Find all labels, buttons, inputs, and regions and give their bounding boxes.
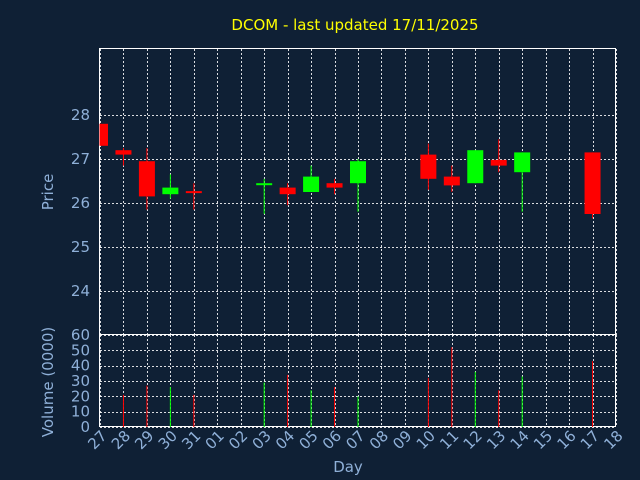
x-tick-label: 02 [225, 427, 251, 453]
x-tick-label: 09 [389, 427, 415, 453]
price-axis-label: Price [39, 174, 57, 211]
candle-body [467, 150, 484, 184]
x-tick-label: 01 [202, 427, 228, 453]
candle-body [514, 152, 531, 173]
x-tick-label: 15 [530, 427, 556, 453]
volume-tick-label: 50 [71, 341, 90, 359]
volume-bars [122, 347, 594, 427]
candle-body [326, 183, 343, 188]
volume-tick-label: 30 [71, 372, 90, 390]
x-tick-label: 29 [131, 427, 157, 453]
x-axis-label: Day [333, 458, 363, 476]
candle-body [185, 191, 202, 194]
price-tick-label: 28 [71, 106, 90, 124]
candle-body [100, 123, 108, 146]
x-tick-label: 31 [178, 427, 204, 453]
volume-tick-label: 10 [71, 403, 90, 421]
candle-17 [584, 152, 601, 219]
volume-tick-label: 0 [80, 418, 90, 436]
x-tick-label: 30 [155, 427, 181, 453]
candle-body [420, 154, 437, 179]
candle-12 [467, 150, 484, 184]
x-tick-label: 08 [366, 427, 392, 453]
candle-10 [420, 143, 437, 190]
volume-tick-label: 20 [71, 387, 90, 405]
x-tick-label: 14 [507, 427, 533, 453]
x-tick-label: 28 [108, 427, 134, 453]
x-tick-label: 18 [600, 427, 626, 453]
x-tick-label: 16 [553, 427, 579, 453]
candle-06 [326, 178, 343, 195]
candle-body [490, 159, 507, 166]
candle-body [350, 161, 366, 184]
candle-body [279, 187, 296, 195]
candle-body [584, 152, 601, 214]
x-tick-label: 17 [577, 427, 603, 453]
candle-30 [162, 174, 179, 199]
price-tick-label: 26 [71, 194, 90, 212]
candle-03 [256, 178, 273, 214]
price-tick-label: 25 [71, 238, 90, 256]
candle-body [138, 161, 155, 197]
x-tick-label: 10 [413, 427, 439, 453]
volume-axis-label: Volume (0000) [39, 327, 57, 437]
x-tick-labels: 2728293031010203040506070809101112131415… [84, 427, 626, 453]
candle-14 [514, 152, 531, 212]
x-tick-label: 05 [295, 427, 321, 453]
candle-04 [279, 183, 296, 206]
candle-07 [350, 159, 366, 212]
x-tick-label: 07 [342, 427, 368, 453]
price-tick-label: 27 [71, 150, 90, 168]
x-tick-label: 03 [249, 427, 275, 453]
candle-body [115, 150, 132, 155]
volume-tick-label: 40 [71, 357, 90, 375]
candle-body [256, 183, 273, 186]
candle-13 [490, 139, 507, 173]
volume-tick-label: 60 [71, 326, 90, 344]
candle-body [303, 176, 320, 192]
price-tick-label: 24 [71, 282, 90, 300]
candle-body [162, 187, 179, 195]
price-y-ticks: 24 25 26 27 28 [71, 106, 90, 300]
candle-11 [443, 165, 460, 192]
x-tick-label: 13 [483, 427, 509, 453]
candlesticks [99, 123, 601, 219]
x-tick-label: 12 [460, 427, 486, 453]
candle-body [443, 176, 460, 186]
chart-title: DCOM - last updated 17/11/2025 [231, 16, 478, 34]
x-tick-label: 11 [436, 427, 462, 453]
candle-27 [99, 123, 108, 146]
candle-31 [185, 183, 202, 210]
candle-28 [115, 148, 132, 166]
candle-29 [138, 148, 155, 210]
x-tick-label: 06 [319, 427, 345, 453]
candle-05 [303, 165, 320, 192]
x-tick-label: 04 [272, 427, 298, 453]
